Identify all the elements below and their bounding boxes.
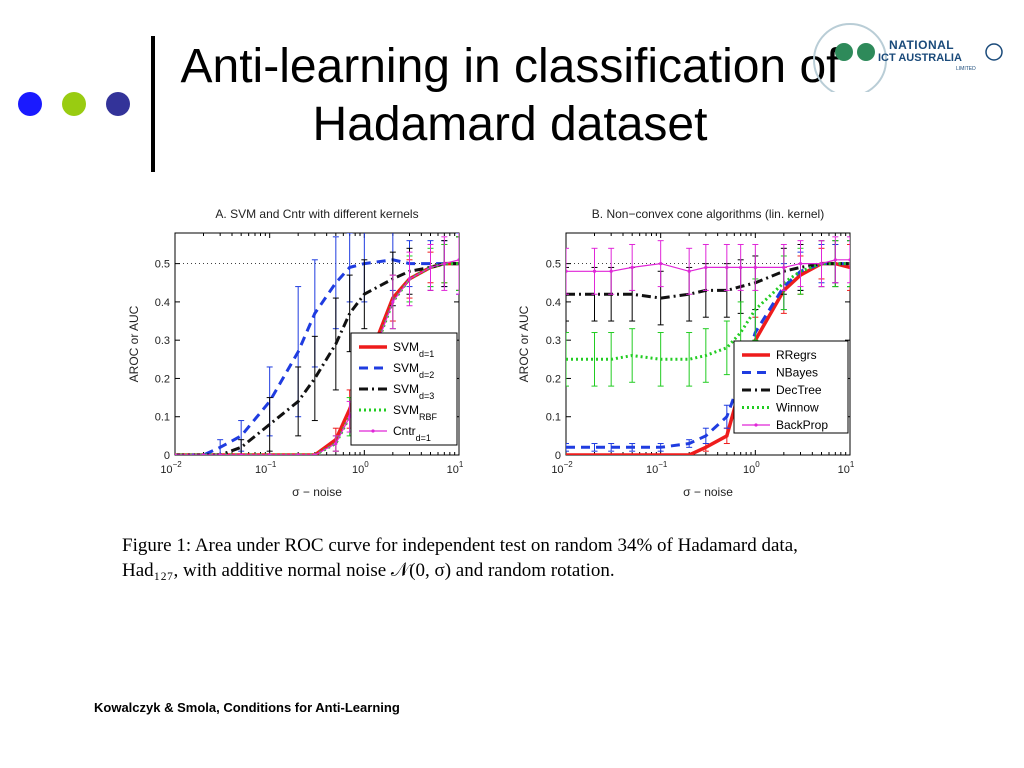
caption-line-2: Had₁₂₇, with additive normal noise 𝒩(0, … xyxy=(122,560,615,581)
legend-label: NBayes xyxy=(776,366,818,380)
legend-marker xyxy=(371,429,375,433)
x-tick-label: 100 xyxy=(743,460,760,476)
data-point xyxy=(704,265,708,270)
y-tick-label: 0.2 xyxy=(155,373,170,385)
plot-area xyxy=(175,233,459,455)
legend-label: BackProp xyxy=(776,418,828,432)
y-tick-label: 0.3 xyxy=(155,335,170,347)
chart-title: B. Non−convex cone algorithms (lin. kern… xyxy=(592,207,824,221)
data-point xyxy=(753,265,757,270)
x-tick-label: 10−1 xyxy=(646,460,668,476)
x-axis-label: σ − noise xyxy=(292,485,342,499)
logo-name: NATIONAL xyxy=(889,38,955,52)
y-axis-label: AROC or AUC xyxy=(127,305,141,382)
legend-label: DecTree xyxy=(776,383,822,397)
legend-label: RRegrs xyxy=(776,348,817,362)
data-point xyxy=(798,262,803,266)
title-divider xyxy=(151,36,155,172)
data-point xyxy=(296,453,300,455)
legend-label: SVMRBF xyxy=(393,403,438,422)
data-point xyxy=(442,262,446,266)
y-tick-label: 0.4 xyxy=(155,297,170,309)
footer-citation: Kowalczyk & Smola, Conditions for Anti-L… xyxy=(94,700,400,715)
x-tick-label: 101 xyxy=(447,460,464,476)
title-line-2: Hadamard dataset xyxy=(312,98,708,151)
data-point xyxy=(566,269,568,273)
legend-label: Cntrd=1 xyxy=(393,424,431,443)
y-tick-label: 0 xyxy=(164,450,170,462)
x-tick-label: 10−2 xyxy=(551,460,573,476)
blue-dot xyxy=(18,92,42,116)
legend-marker xyxy=(754,423,758,427)
green-dot xyxy=(62,92,86,116)
nicta-logo xyxy=(813,23,1003,92)
x-tick-label: 101 xyxy=(838,460,855,476)
y-tick-label: 0.3 xyxy=(546,335,561,347)
data-point xyxy=(391,300,395,304)
legend-label: SVMd=2 xyxy=(393,361,434,380)
y-tick-label: 0.1 xyxy=(155,412,170,424)
slide-title: Anti-learning in classification of Hadam… xyxy=(110,38,910,154)
chart-a: A. SVM and Cntr with different kernels 0 0… xyxy=(127,207,464,499)
figure-caption: Figure 1: Area under ROC curve for indep… xyxy=(122,533,798,583)
y-tick-label: 0.2 xyxy=(546,373,561,385)
data-point xyxy=(687,269,691,273)
logo-subtitle: ICT AUSTRALIA xyxy=(878,52,962,64)
chart-b: B. Non−convex cone algorithms (lin. kern… xyxy=(517,207,855,499)
x-axis-label: σ − noise xyxy=(683,485,733,499)
data-point xyxy=(218,453,222,455)
data-point xyxy=(239,453,243,455)
title-line-1: Anti-learning in classification of xyxy=(180,40,840,93)
series-line-winnow xyxy=(566,262,850,361)
caption-line-1: Figure 1: Area under ROC curve for indep… xyxy=(122,535,798,556)
data-point xyxy=(348,415,352,419)
y-tick-label: 0.4 xyxy=(546,297,561,309)
x-tick-label: 100 xyxy=(352,460,369,476)
navy-dot xyxy=(106,92,130,116)
data-point xyxy=(819,262,824,266)
data-point xyxy=(313,453,317,455)
data-point xyxy=(201,453,206,455)
data-point xyxy=(782,265,786,270)
legend-label: Winnow xyxy=(776,401,819,415)
x-tick-label: 10−2 xyxy=(160,460,182,476)
data-point xyxy=(725,265,729,270)
data-point xyxy=(428,265,433,270)
data-point xyxy=(334,441,338,446)
series-line-svm-d2 xyxy=(175,258,459,455)
data-point xyxy=(659,262,663,266)
data-point xyxy=(609,269,613,273)
data-point xyxy=(848,258,850,262)
y-tick-label: 0 xyxy=(555,450,561,462)
logo-limited: LIMITED xyxy=(956,66,976,72)
y-tick-label: 0.1 xyxy=(546,412,561,424)
data-point xyxy=(268,453,272,455)
y-tick-label: 0.5 xyxy=(546,259,561,271)
y-axis-label: AROC or AUC xyxy=(517,305,531,382)
data-point xyxy=(175,453,177,455)
data-point xyxy=(457,258,459,262)
x-tick-label: 10−1 xyxy=(255,460,277,476)
series-line-svm-d3 xyxy=(175,262,459,455)
data-point xyxy=(407,277,412,281)
data-point xyxy=(592,269,597,273)
legend xyxy=(350,332,458,446)
plot-area xyxy=(566,236,850,455)
y-tick-label: 0.5 xyxy=(155,259,170,271)
chart-title: A. SVM and Cntr with different kernels xyxy=(215,207,418,221)
legend-label: SVMd=3 xyxy=(393,382,434,401)
data-point xyxy=(630,265,634,270)
legend-label: SVMd=1 xyxy=(393,340,434,359)
data-point xyxy=(833,258,837,262)
data-point xyxy=(739,265,743,270)
